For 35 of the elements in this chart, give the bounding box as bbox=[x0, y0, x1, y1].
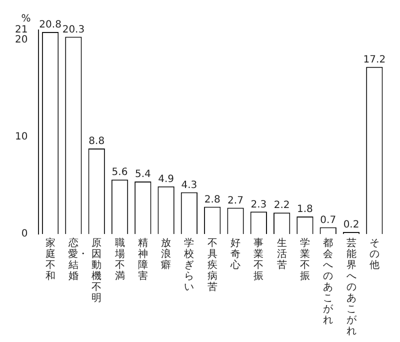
x-tick-label: 放浪癖 bbox=[160, 238, 172, 271]
x-tick-label: 都会へのあこがれ bbox=[322, 238, 334, 326]
data-label: 0.7 bbox=[320, 214, 336, 226]
y-tick-label: 0 bbox=[21, 228, 28, 240]
data-label: 2.2 bbox=[274, 200, 290, 212]
data-label: 4.3 bbox=[181, 180, 198, 191]
data-label: 1.8 bbox=[297, 204, 313, 216]
data-label: 5.6 bbox=[112, 167, 128, 178]
x-tick-label: 不具疾病苦 bbox=[206, 238, 218, 293]
x-tick-label: 精神障害 bbox=[137, 238, 148, 282]
data-label: 0.2 bbox=[343, 220, 360, 231]
category-label: 芸能界へのあこがれ bbox=[346, 238, 356, 337]
data-label: 2.7 bbox=[228, 195, 244, 206]
x-tick-label: 家庭不和 bbox=[44, 238, 56, 282]
data-label: 20.8 bbox=[39, 20, 62, 31]
x-tick-label: 好奇心 bbox=[230, 238, 241, 271]
data-label: 4.9 bbox=[158, 174, 174, 185]
x-tick-label: 事業不振 bbox=[253, 238, 264, 282]
data-label: 5.4 bbox=[134, 169, 151, 180]
data-label: 17.2 bbox=[363, 54, 386, 66]
y-tick-label: 21 bbox=[14, 24, 28, 36]
x-tick-label: 学業不振 bbox=[299, 238, 310, 282]
y-axis-title: % bbox=[21, 14, 31, 25]
y-tick-label: 20 bbox=[14, 34, 28, 46]
data-label: 2.3 bbox=[250, 199, 267, 210]
data-label: 2.8 bbox=[204, 194, 220, 206]
data-label: 8.8 bbox=[88, 136, 105, 148]
y-tick-label: 10 bbox=[14, 131, 28, 142]
x-tick-label: 生活苦 bbox=[276, 238, 288, 271]
x-tick-label: 学校ぎらい bbox=[184, 238, 195, 293]
data-label: 20.3 bbox=[62, 24, 85, 36]
x-tick-label: 職場不満 bbox=[114, 238, 126, 282]
x-tick-label: 恋愛・結婚 bbox=[68, 238, 88, 282]
x-tick-label: その他 bbox=[368, 238, 380, 271]
x-tick-label: 原因動機不明 bbox=[91, 238, 102, 304]
